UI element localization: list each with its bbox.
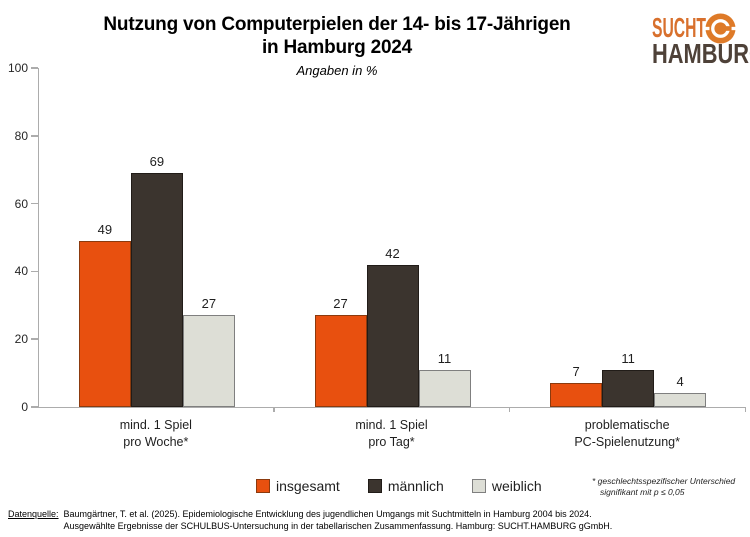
bar-insgesamt-2 [550, 383, 603, 407]
legend-label-männlich: männlich [387, 478, 444, 494]
bar-value-insgesamt-1: 27 [333, 296, 348, 311]
y-axis-label-60: 60 [14, 196, 28, 211]
y-axis-label-100: 100 [7, 61, 28, 75]
category-label-line: pro Tag* [368, 435, 415, 449]
category-label-1: mind. 1 Spiel pro Tag* [274, 417, 510, 451]
source-line2: Ausgewählte Ergebnisse der SCHULBUS-Unte… [63, 521, 613, 531]
legend-item-insgesamt: insgesamt [256, 478, 340, 494]
significance-note-line2: signifikant mit p ≤ 0,05 [600, 487, 685, 497]
bar-weiblich-2 [654, 393, 707, 407]
category-label-0: mind. 1 Spiel pro Woche* [38, 417, 274, 451]
logo-circle-icon [705, 13, 736, 44]
bar-männlich-2 [602, 370, 655, 407]
logo-text-sucht: SUCHT [652, 12, 707, 43]
source-footer: Datenquelle: Baumgärtner, T. et al. (202… [8, 508, 612, 532]
bar-value-männlich-0: 69 [149, 154, 165, 169]
category-label-2: problematische PC-Spielenutzung* [509, 417, 745, 451]
y-axis-tick-0 [31, 406, 38, 408]
source-lines: Baumgärtner, T. et al. (2025). Epidemiol… [64, 508, 613, 532]
bar-value-männlich-1: 42 [385, 246, 400, 261]
category-label-line: PC-Spielenutzung* [574, 435, 680, 449]
source-line1: Baumgärtner, T. et al. (2025). Epidemiol… [63, 509, 592, 519]
bar-value-weiblich-2: 4 [676, 374, 684, 389]
legend-label-insgesamt: insgesamt [276, 478, 340, 494]
legend-label-weiblich: weiblich [491, 478, 542, 494]
y-axis-label-20: 20 [14, 332, 28, 347]
chart-title-line1: Nutzung von Computerpielen der 14- bis 1… [103, 14, 571, 35]
bar-insgesamt-0 [78, 241, 131, 407]
category-label-line: problematische [584, 418, 670, 432]
category-label-line: mind. 1 Spiel [119, 418, 192, 432]
y-axis-label-40: 40 [14, 264, 28, 279]
legend-swatch-insgesamt [256, 479, 270, 493]
bar-value-weiblich-0: 27 [201, 296, 217, 311]
bar-value-männlich-2: 11 [621, 351, 635, 366]
bar-value-insgesamt-0: 49 [97, 222, 113, 237]
chart-title-line2: in Hamburg 2024 [261, 37, 413, 58]
legend: insgesamt männlich weiblich [256, 478, 542, 494]
bar-weiblich-0 [182, 315, 235, 407]
bar-weiblich-1 [418, 370, 471, 407]
y-axis-tick-100 [31, 67, 38, 69]
sucht-hamburg-logo: SUCHT HAMBURG [652, 12, 750, 69]
y-axis-tick-20 [31, 338, 38, 340]
chart-subtitle: Angaben in % [296, 63, 378, 78]
plot-area: 49 69 27 27 42 11 7 11 4 [38, 68, 746, 412]
legend-swatch-männlich [367, 479, 382, 493]
title-block: Nutzung von Computerpielen der 14- bis 1… [0, 13, 674, 78]
bar-value-weiblich-1: 11 [437, 351, 452, 366]
significance-note-line1: * geschlechtsspezifischer Unterschied [592, 476, 736, 486]
logo-text-hamburg: HAMBURG [652, 38, 750, 69]
legend-item-weiblich: weiblich [471, 478, 542, 494]
x-axis-tick-1 [273, 407, 275, 412]
bar-value-insgesamt-2: 7 [572, 364, 580, 379]
y-axis-tick-60 [31, 202, 38, 205]
source-label: Datenquelle: [8, 509, 59, 519]
category-label-line: pro Woche* [123, 435, 189, 449]
bar-männlich-1 [366, 265, 419, 407]
x-axis-tick-2 [508, 407, 511, 412]
significance-note: * geschlechtsspezifischer Unterschied si… [592, 476, 735, 498]
y-axis-tick-80 [31, 135, 38, 137]
legend-item-männlich: männlich [367, 478, 444, 494]
legend-swatch-weiblich [471, 479, 486, 493]
bar-insgesamt-1 [314, 315, 367, 407]
y-axis-label-0: 0 [21, 400, 28, 414]
y-axis-tick-40 [31, 270, 38, 273]
category-label-line: mind. 1 Spiel [355, 418, 428, 432]
x-axis-tick-3 [744, 407, 746, 412]
bar-männlich-0 [130, 173, 183, 407]
y-axis-label-80: 80 [14, 128, 28, 143]
